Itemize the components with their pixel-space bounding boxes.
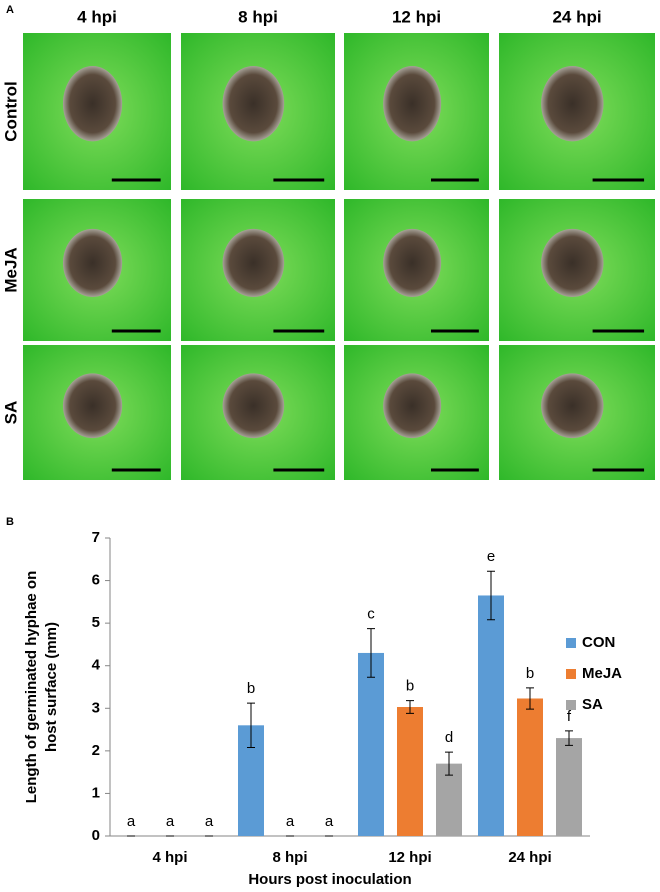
x-tick-label: 24 hpi — [508, 849, 551, 866]
lesion — [62, 228, 123, 297]
lesion — [222, 373, 285, 439]
lesion — [222, 228, 285, 297]
column-header: 24 hpi — [552, 7, 601, 26]
lesion — [383, 373, 442, 439]
legend-swatch — [566, 638, 576, 648]
chart: 0 1 2 3 4 5 6 7 Length of germinated hyphae on ho… — [23, 529, 622, 888]
bar — [556, 738, 582, 836]
y-tick-label: 0 — [92, 827, 100, 844]
significance-letter: b — [526, 665, 534, 682]
y-tick-label: 1 — [92, 784, 100, 801]
legend-swatch — [566, 700, 576, 710]
error-bar — [406, 700, 414, 714]
x-tick-label: 4 hpi — [152, 849, 187, 866]
legend-label: SA — [582, 696, 603, 713]
error-bar — [367, 628, 375, 678]
significance-letter: e — [487, 548, 495, 565]
significance-letter: a — [325, 813, 334, 830]
error-bar — [487, 570, 495, 621]
y-tick-label: 2 — [92, 742, 100, 759]
significance-letter: d — [445, 729, 453, 746]
lesion — [383, 65, 442, 142]
bar — [397, 707, 423, 836]
x-tick-label: 12 hpi — [388, 849, 431, 866]
significance-letter: f — [567, 708, 572, 725]
y-tick-label: 5 — [92, 614, 100, 631]
bar — [436, 763, 462, 836]
bar — [517, 698, 543, 836]
lesion — [62, 373, 123, 439]
legend-label: CON — [582, 634, 615, 651]
lesion — [541, 228, 604, 297]
row-label: MeJA — [1, 247, 20, 292]
column-header: 8 hpi — [238, 7, 278, 26]
legend-label: MeJA — [582, 665, 622, 682]
panel-label: A — [6, 4, 14, 16]
y-axis-title: host surface (mm) — [43, 622, 60, 752]
significance-letter: a — [205, 813, 214, 830]
row-label: SA — [1, 401, 20, 425]
panel-label: B — [6, 516, 14, 528]
error-bar — [526, 687, 534, 710]
error-bar — [247, 702, 255, 748]
column-header: 4 hpi — [77, 7, 117, 26]
significance-letter: b — [406, 678, 414, 695]
y-tick-label: 3 — [92, 699, 100, 716]
photo-grid: 4 hpi 8 hpi 12 hpi 24 hpi Control MeJA SA — [1, 7, 655, 480]
lesion — [541, 65, 604, 142]
lesion — [62, 65, 123, 142]
x-axis-title: Hours post inoculation — [248, 871, 411, 888]
y-tick-label: 4 — [92, 657, 101, 674]
bar — [478, 595, 504, 836]
y-axis-title: Length of germinated hyphae on — [23, 571, 40, 804]
significance-letter: a — [286, 813, 295, 830]
lesion — [383, 228, 442, 297]
significance-letter: b — [247, 680, 255, 697]
row-label: Control — [1, 81, 20, 141]
legend-swatch — [566, 669, 576, 679]
error-bar — [445, 751, 453, 776]
significance-letter: c — [367, 606, 375, 623]
column-header: 12 hpi — [392, 7, 441, 26]
significance-letter: a — [166, 813, 175, 830]
y-tick-label: 7 — [92, 529, 100, 546]
significance-letter: a — [127, 813, 136, 830]
x-tick-label: 8 hpi — [272, 849, 307, 866]
lesion — [541, 373, 604, 439]
y-tick-label: 6 — [92, 572, 100, 589]
lesion — [222, 65, 285, 142]
error-bar — [565, 730, 573, 746]
bar — [358, 652, 384, 836]
